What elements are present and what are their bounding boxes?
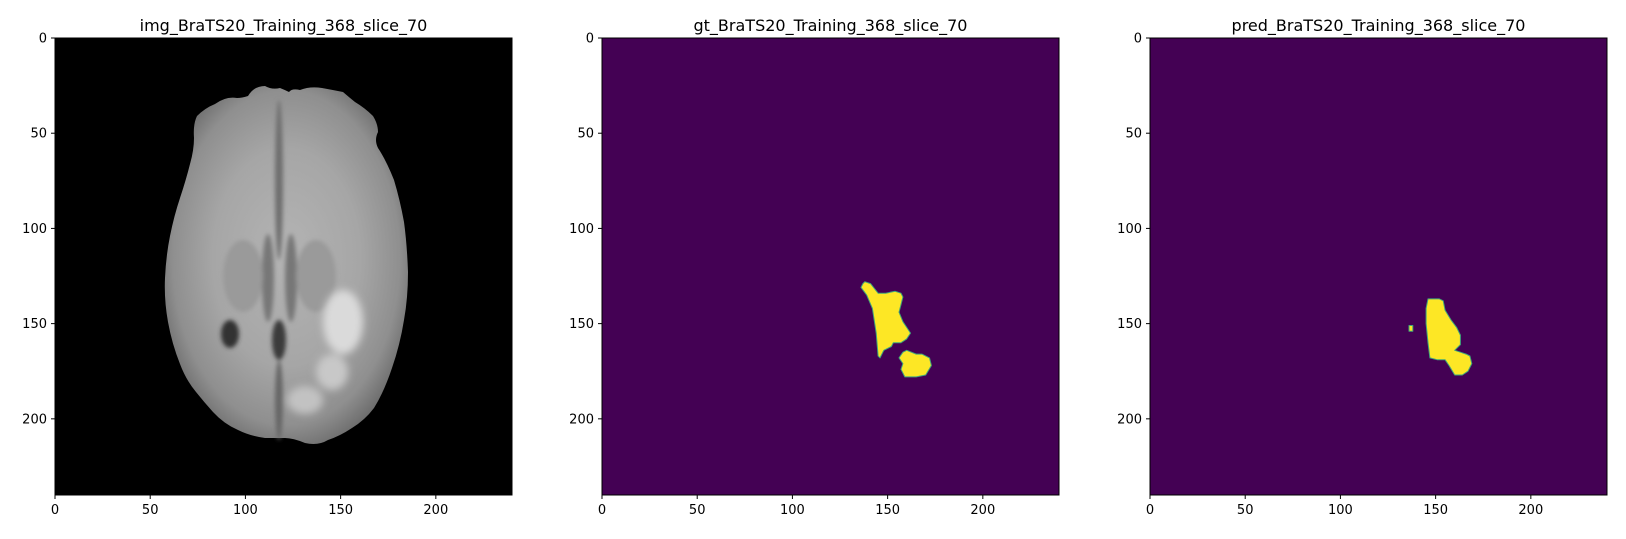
mask-background [1150,38,1607,495]
pred-mask-regions [1408,298,1473,376]
mask-region-1 [1408,325,1414,332]
x-tick-label: 200 [970,503,995,518]
brain-mri-image [164,86,408,444]
y-tick-label: 150 [569,317,594,332]
x-tick-label: 50 [142,503,159,518]
y-tick-label: 0 [586,32,594,47]
x-tick-label: 100 [1328,503,1353,518]
panel-img-axes: 0 50 100 150 200 0 50 100 150 200 [22,32,448,519]
x-tick-label: 0 [51,503,59,518]
posterior-midline [275,360,283,440]
mask-region-0 [1425,298,1473,376]
y-tick-label: 0 [1134,32,1142,47]
x-tick-label: 50 [1237,503,1254,518]
y-tick-label: 100 [569,222,594,237]
y-tick-label: 50 [30,127,47,142]
panel-gt-title: gt_BraTS20_Training_368_slice_70 [694,16,968,36]
panel-gt: gt_BraTS20_Training_368_slice_70 0 50 100 1… [569,16,1060,519]
x-tick-label: 150 [328,503,353,518]
panel-pred-frame [1149,37,1608,496]
y-tick-label: 200 [569,412,594,427]
x-tick-label: 0 [598,503,606,518]
panel-pred-title: pred_BraTS20_Training_368_slice_70 [1232,16,1526,36]
basal-ganglia-left [223,240,263,312]
gt-mask-regions [860,281,932,378]
x-tick-label: 150 [875,503,900,518]
right-ventricle [285,234,297,322]
y-tick-label: 200 [22,412,47,427]
hyperintense-lesion [323,290,363,354]
occipital-bright [287,386,323,414]
panel-img: img_BraTS20_Training_368_slice_70 0 50 100… [22,16,513,519]
panel-gt-axes: 0 50 100 150 200 0 50 100 150 200 [569,32,995,519]
third-ventricle [272,320,286,360]
x-tick-label: 200 [423,503,448,518]
y-tick-label: 200 [1117,412,1142,427]
y-tick-label: 100 [22,222,47,237]
x-tick-label: 50 [689,503,706,518]
y-tick-label: 0 [39,32,47,47]
x-tick-label: 100 [780,503,805,518]
x-tick-label: 100 [233,503,258,518]
mask-region-1 [898,349,932,378]
x-tick-label: 200 [1518,503,1543,518]
panel-img-frame [54,37,513,496]
hyperintense-lesion-tail [316,354,348,390]
y-tick-label: 150 [1117,317,1142,332]
basal-ganglia-right [296,240,336,312]
mask-region-0 [860,281,911,359]
panel-img-title: img_BraTS20_Training_368_slice_70 [140,16,428,36]
y-tick-label: 50 [1125,127,1142,142]
left-ventricle [262,234,274,322]
mask-background [602,38,1059,495]
panel-pred-axes: 0 50 100 150 200 0 50 100 150 200 [1117,32,1543,519]
y-tick-label: 50 [577,127,594,142]
x-tick-label: 0 [1146,503,1154,518]
midline [275,100,283,260]
panel-pred: pred_BraTS20_Training_368_slice_70 0 50 10… [1117,16,1608,519]
y-tick-label: 100 [1117,222,1142,237]
panel-gt-frame [601,37,1060,496]
dark-lesion [221,320,239,348]
x-tick-label: 150 [1423,503,1448,518]
y-tick-label: 150 [22,317,47,332]
